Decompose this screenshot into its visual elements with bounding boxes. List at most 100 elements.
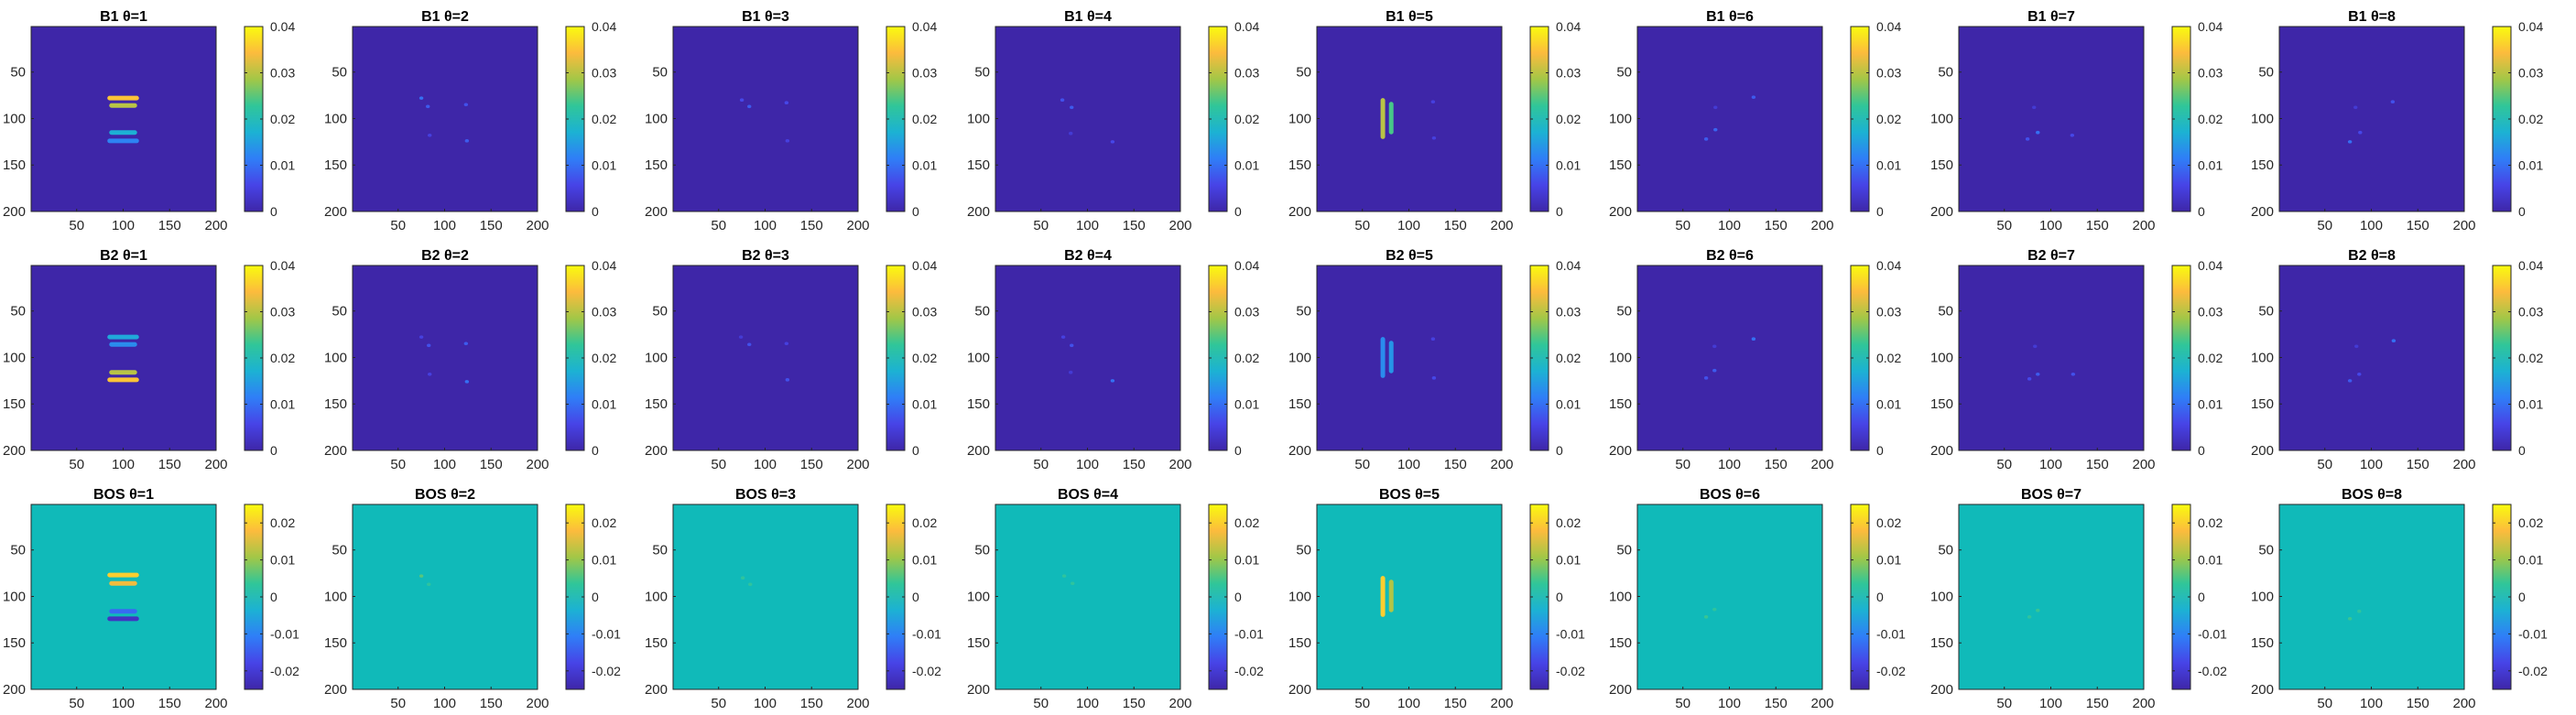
y-tick-label: 100	[1288, 350, 1311, 365]
y-tick-label: 200	[967, 443, 990, 459]
y-tick-label: 100	[1609, 350, 1632, 365]
y-tick-label: 150	[1609, 396, 1632, 412]
x-tick-label: 200	[526, 457, 549, 472]
y-tick-label: 100	[2251, 589, 2274, 604]
hotspot-dot	[739, 98, 745, 102]
x-tick-label: 100	[433, 457, 456, 472]
y-tick-label: 150	[1288, 396, 1311, 412]
horizontal-band	[109, 609, 137, 614]
x-tick-label: 200	[526, 218, 549, 233]
heatmap-panel: B2 θ=8 50 100 150 200 50 100 150 200 0 0.01 0.02 0.0…	[2251, 248, 2543, 472]
colorbar-tick-label: 0.01	[1234, 553, 1259, 568]
panel-title: B2 θ=2	[421, 248, 469, 264]
colorbar-tick-label: 0.03	[2198, 66, 2223, 81]
colorbar-tick-label: 0.03	[912, 305, 937, 320]
y-tick-label: 200	[1288, 682, 1311, 698]
colorbar-tick-label: 0.03	[1556, 305, 1581, 320]
hotspot-dot	[426, 104, 430, 109]
colorbar-tick-label: 0.01	[1876, 158, 1901, 173]
x-tick-label: 150	[1444, 218, 1467, 233]
hotspot-dot	[2027, 615, 2032, 619]
y-tick-label: 50	[652, 304, 668, 320]
x-tick-label: 150	[800, 218, 823, 233]
colorbar-tick-label: 0.03	[912, 66, 937, 81]
heatmap-panel: B2 θ=7 50 100 150 200 50 100 150 200 0 0.01 0.02 0.0…	[1930, 248, 2223, 472]
axes-box	[30, 504, 217, 690]
colorbar-tick-label: 0.03	[2518, 305, 2543, 320]
x-tick-label: 100	[754, 457, 777, 472]
y-tick-label: 150	[1288, 635, 1311, 651]
y-tick-label: 200	[1609, 204, 1632, 220]
x-tick-label: 50	[2317, 218, 2332, 233]
y-tick-label: 100	[324, 589, 347, 604]
colorbar-tick-label: 0.04	[1556, 19, 1581, 34]
hotspot-dot	[1751, 95, 1756, 99]
x-tick-label: 150	[2086, 457, 2109, 472]
colorbar-tick-label: 0.04	[2518, 258, 2543, 273]
y-tick-label: 100	[1288, 111, 1311, 126]
hotspot-dot	[418, 96, 424, 100]
colorbar-tick-label: 0	[592, 204, 599, 219]
y-tick-label: 50	[1616, 65, 1632, 81]
x-tick-label: 150	[158, 218, 181, 233]
hotspot-dot	[2070, 133, 2075, 137]
x-tick-label: 50	[390, 457, 406, 472]
y-tick-label: 200	[2251, 204, 2274, 220]
colorbar-tick-label: -0.02	[2518, 664, 2548, 678]
colorbar-tick-label: 0.01	[1234, 397, 1259, 412]
hotspot-dot	[785, 139, 790, 143]
y-tick-label: 200	[1609, 443, 1632, 459]
y-tick-label: 150	[324, 157, 347, 173]
y-tick-label: 200	[2251, 682, 2274, 698]
x-tick-label: 50	[711, 457, 726, 472]
colorbar-tick-label: 0.01	[1556, 397, 1581, 412]
x-tick-label: 200	[1810, 457, 1833, 472]
vertical-band	[1388, 102, 1394, 135]
colorbar-tick-label: 0	[1234, 443, 1242, 458]
x-tick-label: 150	[1765, 696, 1788, 711]
y-tick-label: 200	[3, 682, 26, 698]
vertical-band	[1380, 337, 1386, 378]
y-tick-label: 100	[967, 589, 990, 604]
x-tick-label: 100	[112, 696, 135, 711]
y-tick-label: 200	[967, 204, 990, 220]
hotspot-dot	[2025, 137, 2030, 141]
y-tick-label: 150	[645, 635, 668, 651]
x-tick-label: 100	[2360, 457, 2383, 472]
x-tick-label: 150	[1123, 218, 1146, 233]
colorbar-tick-label: 0.02	[912, 112, 937, 126]
hotspot-dot	[2347, 379, 2353, 383]
hotspot-dot	[2071, 372, 2076, 376]
hotspot-dot	[2036, 372, 2040, 376]
y-tick-label: 100	[3, 350, 26, 365]
y-tick-label: 150	[3, 396, 26, 412]
x-tick-label: 150	[1444, 457, 1467, 472]
x-tick-label: 100	[754, 218, 777, 233]
colorbar-tick-label: 0.02	[270, 112, 295, 126]
hotspot-dot	[2347, 140, 2353, 144]
x-tick-label: 50	[1675, 696, 1690, 711]
x-tick-label: 100	[754, 696, 777, 711]
colorbar-tick-label: 0.02	[270, 351, 295, 365]
y-tick-label: 150	[645, 157, 668, 173]
y-tick-label: 50	[974, 65, 990, 81]
colorbar-tick-label: 0.01	[912, 158, 937, 173]
colorbar-tick-label: -0.01	[2198, 626, 2227, 641]
y-tick-label: 100	[1609, 111, 1632, 126]
x-tick-label: 50	[1675, 218, 1690, 233]
heatmap-background	[1637, 27, 1822, 211]
x-tick-label: 200	[2132, 457, 2155, 472]
y-tick-label: 50	[10, 65, 26, 81]
y-tick-label: 150	[324, 396, 347, 412]
y-tick-label: 200	[1930, 443, 1953, 459]
x-tick-label: 150	[480, 218, 503, 233]
x-tick-label: 100	[2039, 457, 2062, 472]
x-tick-label: 200	[1168, 218, 1191, 233]
y-tick-label: 200	[324, 443, 347, 459]
x-tick-label: 50	[1996, 218, 2012, 233]
panel-title: BOS θ=8	[2342, 487, 2402, 503]
heatmap-background	[1637, 504, 1822, 689]
panel-title: B2 θ=5	[1386, 248, 1433, 264]
colorbar-tick-label: -0.02	[912, 664, 941, 678]
panel-title: BOS θ=1	[93, 487, 154, 503]
